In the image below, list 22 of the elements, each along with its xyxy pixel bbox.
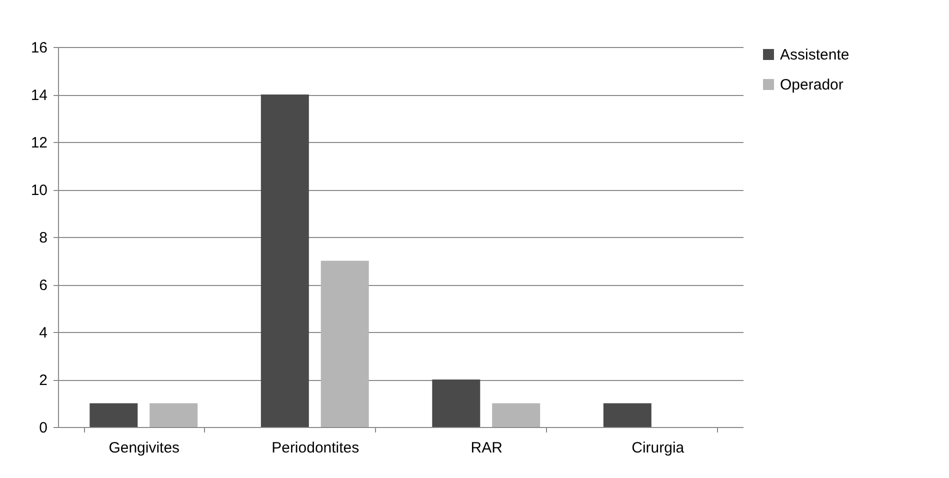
x-tick-label: Cirurgia: [632, 440, 685, 456]
bar: [492, 403, 540, 427]
y-tick-label: 2: [39, 372, 48, 389]
bar: [432, 380, 480, 427]
y-tick-label: 12: [30, 134, 48, 152]
y-tick-label: 6: [39, 277, 48, 294]
y-tick-label: 14: [30, 87, 48, 104]
y-tick-label: 8: [39, 230, 48, 246]
x-tick-label: RAR: [470, 440, 503, 456]
x-tick-label: Periodontites: [272, 440, 360, 456]
y-tick-label: 0: [39, 420, 48, 436]
x-tick-label: Gengivites: [108, 440, 180, 456]
bar: [90, 403, 138, 427]
y-tick-label: 4: [39, 324, 48, 342]
bar: [320, 260, 369, 427]
y-tick-label: 16: [30, 40, 48, 56]
legend-label: Assistente: [780, 46, 850, 64]
y-tick-label: 10: [30, 182, 48, 199]
legend-label: Operador: [780, 76, 844, 94]
bar: [603, 403, 652, 427]
bar: [260, 94, 309, 427]
bar: [150, 403, 198, 427]
